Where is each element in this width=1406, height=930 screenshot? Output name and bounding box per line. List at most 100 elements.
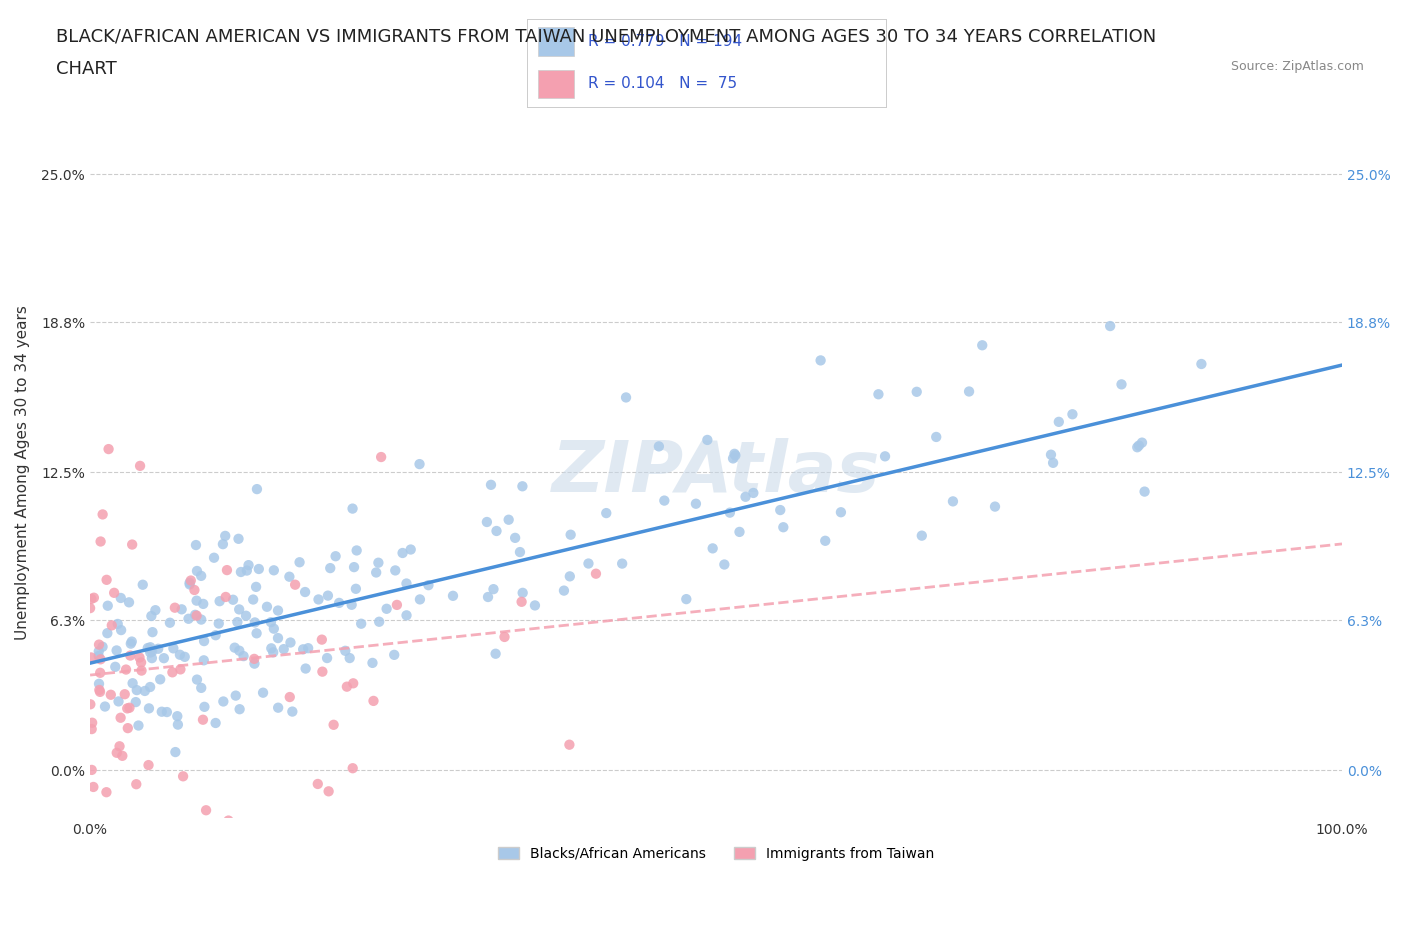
Point <box>494 630 516 644</box>
Point <box>905 384 928 399</box>
Point <box>170 602 193 617</box>
Point <box>125 695 148 710</box>
Point <box>246 482 269 497</box>
Point <box>742 485 765 500</box>
Point <box>156 705 179 720</box>
Point <box>1099 319 1122 334</box>
Point <box>484 646 506 661</box>
Point <box>868 387 890 402</box>
Point <box>256 599 278 614</box>
Point <box>728 525 751 539</box>
Point <box>612 556 634 571</box>
Point <box>232 649 254 664</box>
Point <box>510 594 533 609</box>
Point <box>193 633 215 648</box>
Point <box>215 563 238 578</box>
Point <box>87 644 110 658</box>
Point <box>702 541 724 556</box>
Point <box>228 644 250 658</box>
Point <box>1126 440 1149 455</box>
Point <box>512 479 534 494</box>
Point <box>297 641 319 656</box>
Point <box>159 616 181 631</box>
Point <box>308 592 330 607</box>
Point <box>190 612 212 627</box>
Point <box>281 704 304 719</box>
Point <box>87 676 110 691</box>
Point <box>129 458 152 473</box>
Point <box>560 527 582 542</box>
Point <box>115 662 138 677</box>
Point <box>141 625 163 640</box>
Point <box>1111 377 1133 392</box>
Point <box>247 562 270 577</box>
Point <box>124 829 146 844</box>
Point <box>361 656 384 671</box>
Point <box>100 830 122 844</box>
Point <box>814 533 837 548</box>
Point <box>772 520 794 535</box>
FancyBboxPatch shape <box>538 70 574 99</box>
Point <box>614 390 637 405</box>
Point <box>1062 406 1084 421</box>
Point <box>162 665 184 680</box>
Point <box>498 512 520 527</box>
Point <box>120 648 142 663</box>
Point <box>228 702 250 717</box>
Point <box>105 643 128 658</box>
Point <box>129 655 152 670</box>
Point <box>169 647 191 662</box>
Point <box>263 621 285 636</box>
Point <box>342 501 364 516</box>
Point <box>96 626 118 641</box>
Point <box>111 749 134 764</box>
Point <box>368 615 391 630</box>
Point <box>90 534 112 549</box>
Point <box>1189 356 1212 371</box>
Point <box>292 642 315 657</box>
Point <box>957 384 980 399</box>
Point <box>180 573 202 588</box>
Point <box>311 632 333 647</box>
Point <box>193 596 215 611</box>
Point <box>118 700 141 715</box>
Point <box>107 617 129 631</box>
Point <box>87 637 110 652</box>
Point <box>208 593 231 608</box>
Point <box>243 657 266 671</box>
Point <box>262 644 284 659</box>
Point <box>222 592 245 607</box>
Point <box>193 653 215 668</box>
Point <box>553 583 575 598</box>
Point <box>252 685 274 700</box>
Point <box>260 615 283 630</box>
Point <box>696 432 718 447</box>
Point <box>734 489 756 504</box>
Point <box>139 680 162 695</box>
Point <box>190 568 212 583</box>
Point <box>260 641 283 656</box>
Text: Source: ZipAtlas.com: Source: ZipAtlas.com <box>1230 60 1364 73</box>
Point <box>82 779 104 794</box>
Point <box>139 645 162 660</box>
Point <box>294 661 316 676</box>
FancyBboxPatch shape <box>538 28 574 56</box>
Point <box>1133 485 1156 499</box>
Point <box>558 569 581 584</box>
Point <box>110 623 132 638</box>
Point <box>224 640 246 655</box>
Point <box>942 494 965 509</box>
Point <box>485 524 508 538</box>
Point <box>184 607 207 622</box>
Point <box>280 635 302 650</box>
Point <box>925 430 948 445</box>
Point <box>125 777 148 791</box>
Point <box>288 555 311 570</box>
Point <box>179 577 201 591</box>
Point <box>830 505 852 520</box>
Point <box>167 717 190 732</box>
Point <box>335 644 357 658</box>
Point <box>1128 438 1150 453</box>
Point <box>104 659 127 674</box>
Point <box>1047 415 1070 430</box>
